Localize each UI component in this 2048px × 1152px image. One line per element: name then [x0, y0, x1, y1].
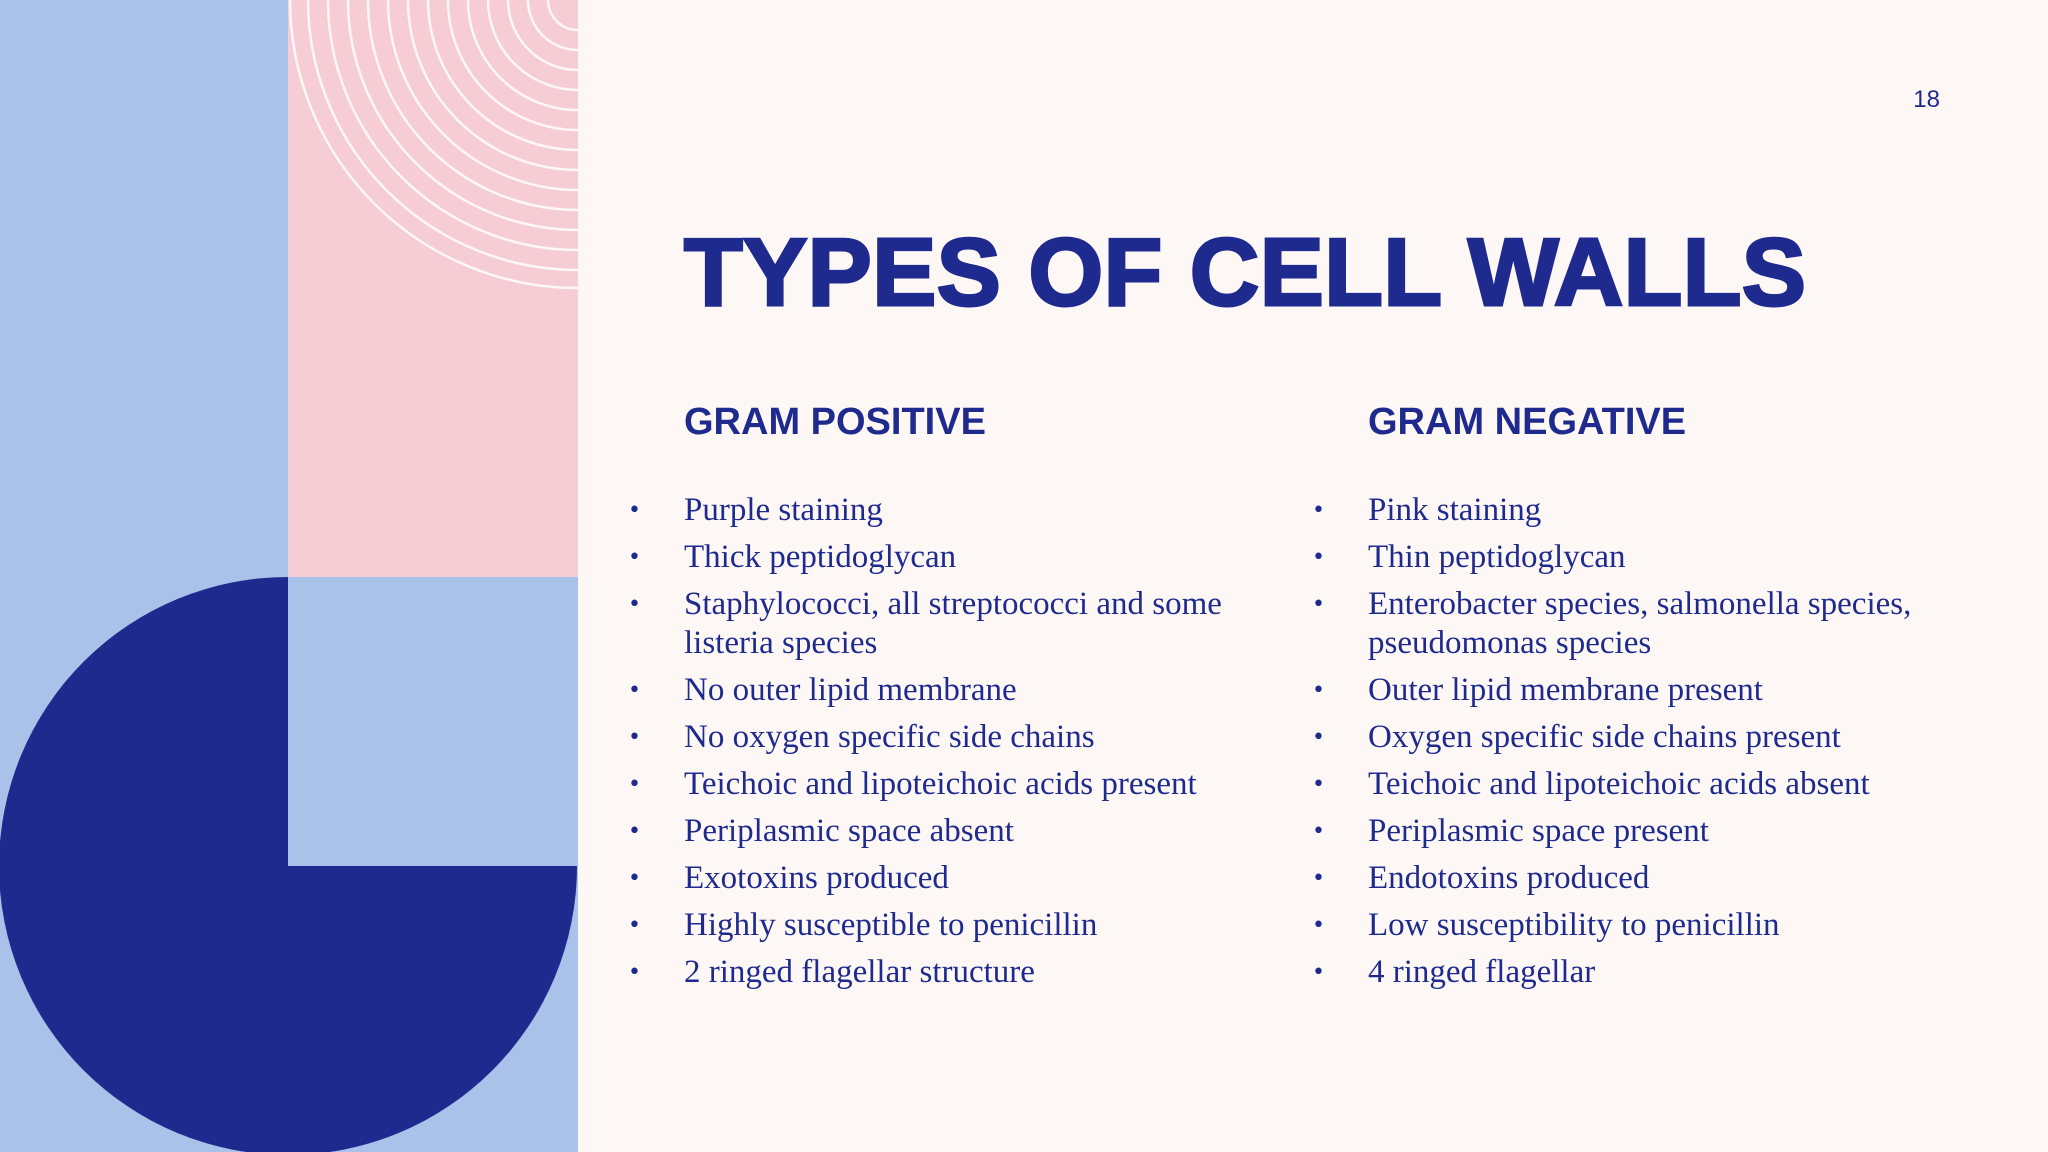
list-item: • Oxygen specific side chains present	[1308, 718, 1968, 757]
list-item: • 2 ringed flagellar structure	[624, 953, 1264, 992]
list-item: • Low susceptibility to penicillin	[1308, 906, 1968, 945]
bullet-icon: •	[1312, 772, 1325, 797]
bullet-icon: •	[1312, 498, 1325, 523]
list-item-text: No oxygen specific side chains	[684, 719, 1095, 755]
list-item: • Outer lipid membrane present	[1308, 671, 1968, 710]
bullet-icon: •	[628, 498, 641, 523]
list-item-text: No outer lipid membrane	[684, 672, 1017, 708]
list-item-text: Purple staining	[684, 492, 883, 528]
list-item-text: Endotoxins produced	[1368, 860, 1650, 896]
bullet-icon: •	[628, 866, 641, 891]
list-item-text: Outer lipid membrane present	[1368, 672, 1763, 708]
list-item-text: Low susceptibility to penicillin	[1368, 907, 1780, 943]
gram-negative-list: • Pink staining • Thin peptidoglycan • Ente…	[1308, 491, 1968, 992]
gram-negative-heading: GRAM NEGATIVE	[1368, 401, 1687, 443]
gram-negative-column: GRAM NEGATIVE • Pink staining • Thin pepti…	[1308, 396, 1968, 1000]
bullet-icon: •	[1312, 725, 1325, 750]
list-item: • Exotoxins produced	[624, 859, 1264, 898]
list-item-text: Thin peptidoglycan	[1368, 539, 1626, 575]
bullet-icon: •	[1312, 592, 1325, 617]
list-item: • Thick peptidoglycan	[624, 538, 1264, 577]
bullet-icon: •	[1312, 913, 1325, 938]
list-item-text: 2 ringed flagellar structure	[684, 954, 1035, 990]
list-item: • Teichoic and lipoteichoic acids present	[624, 765, 1264, 804]
list-item: • Periplasmic space absent	[624, 812, 1264, 851]
list-item: • No outer lipid membrane	[624, 671, 1264, 710]
list-item: • 4 ringed flagellar	[1308, 953, 1968, 992]
bullet-icon: •	[1312, 819, 1325, 844]
list-item: • Highly susceptible to penicillin	[624, 906, 1264, 945]
list-item: • Endotoxins produced	[1308, 859, 1968, 898]
bullet-icon: •	[628, 545, 641, 570]
gram-positive-list: • Purple staining • Thick peptidoglycan • S…	[624, 491, 1264, 992]
gram-positive-heading: GRAM POSITIVE	[684, 401, 986, 443]
list-item-text: Periplasmic space present	[1368, 813, 1709, 849]
gram-positive-column: GRAM POSITIVE • Purple staining • Thick pe…	[624, 396, 1264, 1000]
list-item-text: Thick peptidoglycan	[684, 539, 957, 575]
list-item: • Teichoic and lipoteichoic acids absent	[1308, 765, 1968, 804]
bullet-icon: •	[1312, 678, 1325, 703]
list-item: • Staphylococci, all streptococci and som…	[624, 585, 1264, 663]
list-item-text: Oxygen specific side chains present	[1368, 719, 1841, 755]
bullet-icon: •	[1312, 866, 1325, 891]
list-item: • Periplasmic space present	[1308, 812, 1968, 851]
list-item: • Thin peptidoglycan	[1308, 538, 1968, 577]
list-item: • No oxygen specific side chains	[624, 718, 1264, 757]
bullet-icon: •	[628, 819, 641, 844]
page-number: 18	[1913, 86, 1940, 113]
list-item: • Enterobacter species, salmonella specie…	[1308, 585, 1968, 663]
list-item-text: 4 ringed flagellar	[1368, 954, 1596, 990]
list-item: • Purple staining	[624, 491, 1264, 530]
bullet-icon: •	[628, 772, 641, 797]
bullet-icon: •	[1312, 545, 1325, 570]
decorative-shapes	[0, 0, 578, 1152]
bullet-icon: •	[628, 678, 641, 703]
list-item-text: Teichoic and lipoteichoic acids absent	[1368, 766, 1870, 802]
list-item-text: Pink staining	[1368, 492, 1542, 528]
bullet-icon: •	[1312, 960, 1325, 985]
list-item-text: Periplasmic space absent	[684, 813, 1014, 849]
list-item: • Pink staining	[1308, 491, 1968, 530]
bullet-icon: •	[628, 592, 641, 617]
bullet-icon: •	[628, 913, 641, 938]
light-blue-quadrant	[288, 577, 578, 866]
bullet-icon: •	[628, 960, 641, 985]
list-item-text: Enterobacter species, salmonella species…	[1368, 586, 1912, 661]
bullet-icon: •	[628, 725, 641, 750]
list-item-text: Teichoic and lipoteichoic acids present	[684, 766, 1197, 802]
list-item-text: Exotoxins produced	[684, 860, 949, 896]
slide-title: TYPES OF CELL WALLS	[682, 218, 1807, 328]
list-item-text: Highly susceptible to penicillin	[684, 907, 1098, 943]
list-item-text: Staphylococci, all streptococci and some…	[684, 586, 1222, 661]
